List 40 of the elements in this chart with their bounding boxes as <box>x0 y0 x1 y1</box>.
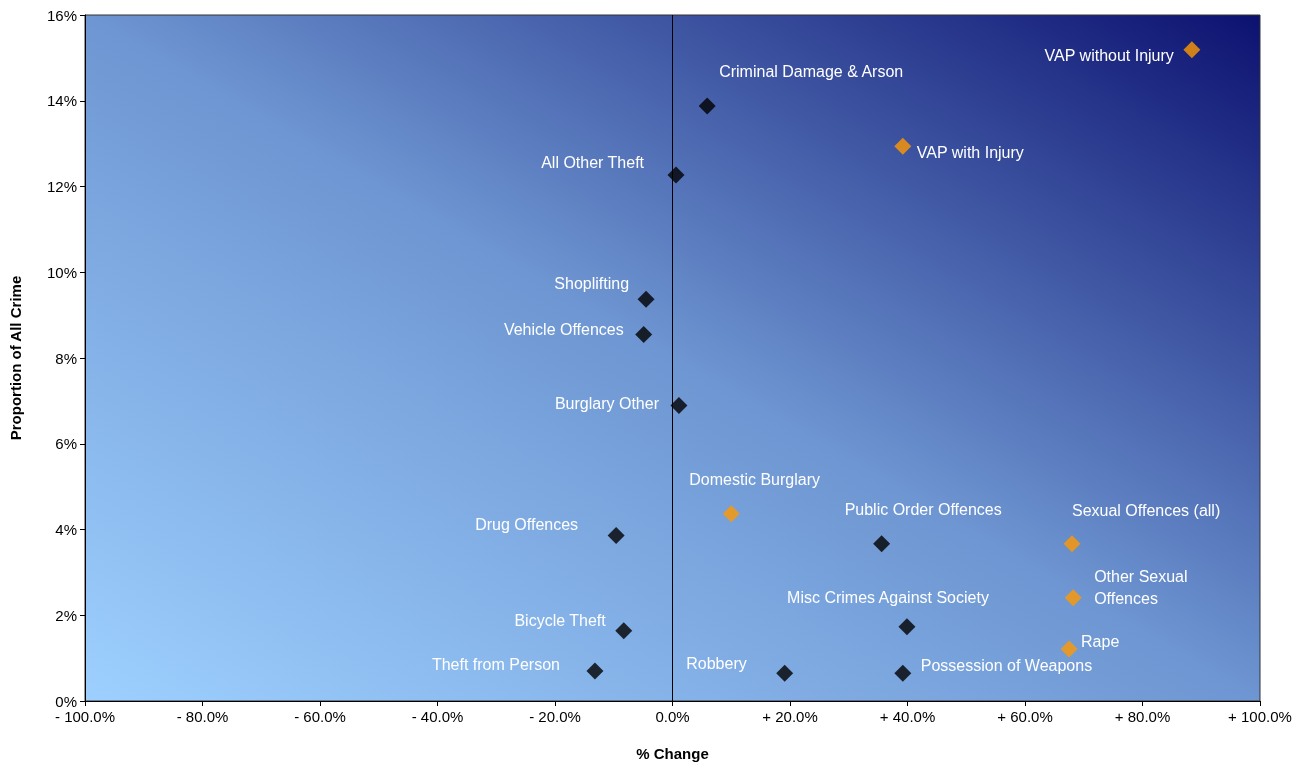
annotation: Sexual Offences (all) <box>1072 502 1221 520</box>
x-tick-label: + 100.0% <box>1228 708 1292 725</box>
y-tick-label: 6% <box>55 435 77 453</box>
x-tick-label: + 20.0% <box>762 708 818 725</box>
y-tick-label: 8% <box>55 349 77 367</box>
annotation: Vehicle Offences <box>503 320 624 338</box>
annotation: Misc Crimes Against Society <box>787 589 989 607</box>
annotation: Bicycle Theft <box>514 612 607 630</box>
annotation: Burglary Other <box>554 395 660 413</box>
y-tick-label: 10% <box>46 263 77 281</box>
y-tick-label: 14% <box>46 92 77 110</box>
y-axis-title: Proportion of All Crime <box>7 275 24 441</box>
y-tick-label: 2% <box>55 606 77 624</box>
annotation: VAP with Injury <box>916 143 1024 161</box>
x-tick-label: - 40.0% <box>411 708 464 725</box>
annotation: Robbery <box>686 654 747 672</box>
x-tick-label: - 60.0% <box>294 708 346 725</box>
x-tick-label: - 100.0% <box>54 708 116 725</box>
y-tick-label: 12% <box>46 178 77 195</box>
annotation: Shoplifting <box>554 274 630 292</box>
x-tick-label: - 20.0% <box>529 708 581 725</box>
annotation: VAP without Injury <box>1044 47 1174 65</box>
annotation: Criminal Damage & Arson <box>719 63 904 81</box>
x-tick-label: + 40.0% <box>879 708 936 725</box>
x-tick-label: + 60.0% <box>997 708 1053 725</box>
x-tick-label: 0.0% <box>655 708 690 725</box>
x-axis-title: % Change <box>636 745 709 762</box>
y-tick-label: 4% <box>55 521 77 538</box>
annotation: All Other Theft <box>541 154 645 172</box>
y-tick-label: 0% <box>55 692 77 710</box>
x-tick-label: + 80.0% <box>1114 708 1171 725</box>
x-tick-label: - 80.0% <box>176 708 229 725</box>
annotation: Theft from Person <box>431 656 560 674</box>
annotation: Domestic Burglary <box>689 471 820 489</box>
annotation: Rape <box>1081 632 1120 650</box>
annotation: Public Order Offences <box>844 501 1002 519</box>
annotation: Drug Offences <box>475 516 579 533</box>
y-tick-label: 16% <box>46 6 77 24</box>
annotation: Other Sexual Offences <box>1094 568 1192 608</box>
annotation: Possession of Weapons <box>920 656 1093 674</box>
